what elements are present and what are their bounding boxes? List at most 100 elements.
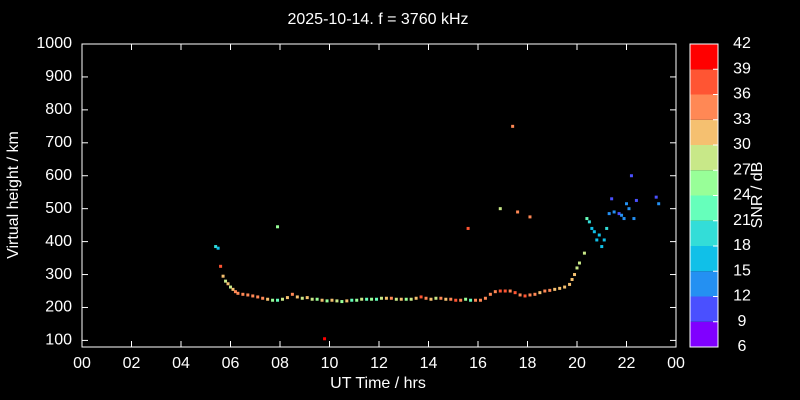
point [575,266,579,270]
point [629,174,633,178]
colorbar-bin [690,271,718,297]
point [295,295,299,299]
colorbar-bin [690,246,718,272]
point [404,297,408,301]
point [409,297,413,301]
point [355,298,359,302]
point [216,246,220,250]
point [335,299,339,303]
point [464,297,468,301]
y-tick-label: 500 [45,200,72,217]
point [424,296,428,300]
point [612,210,616,214]
point [518,293,522,297]
point [251,294,255,298]
point [214,245,218,249]
point [241,292,245,296]
point [414,296,418,300]
point [389,296,393,300]
point [375,297,379,301]
x-tick-label: 18 [519,355,537,372]
point [488,292,492,296]
colorbar-bin [690,220,718,246]
x-tick-label: 00 [73,355,91,372]
point [276,225,280,229]
colorbar-bin [690,94,718,120]
point [439,296,443,300]
point [429,297,433,301]
colorbar-tick-label: 33 [733,111,751,128]
colorbar-tick-label: 27 [733,161,751,178]
colorbar-bin [690,296,718,322]
colorbar-tick-label: 12 [733,288,751,305]
point [610,197,614,201]
x-tick-label: 04 [172,355,190,372]
point [582,251,586,255]
point [553,287,557,291]
point [454,298,458,302]
point [600,245,604,249]
point [300,296,304,300]
point [508,289,512,293]
x-tick-label: 14 [420,355,438,372]
point [231,287,235,291]
point [654,195,658,199]
point [478,298,482,302]
point [548,288,552,292]
point [221,274,225,278]
point [226,282,230,286]
x-tick-label: 02 [123,355,141,372]
colorbar-tick-label: 18 [733,237,751,254]
x-tick-label: 12 [370,355,388,372]
point [434,296,438,300]
point [493,290,497,294]
x-tick-label: 00 [667,355,685,372]
colorbar-bin [690,195,718,221]
colorbar-tick-label: 9 [738,313,747,330]
point [280,297,284,301]
x-axis-label: UT Time / hrs [330,375,426,392]
point [340,300,344,304]
chart-title: 2025-10-14. f = 3760 kHz [287,11,468,28]
colorbar-bin [690,170,718,196]
point [587,220,591,224]
point [466,226,470,230]
colorbar-tick-label: 39 [733,60,751,77]
y-tick-label: 700 [45,134,72,151]
point [219,264,223,268]
point [558,286,562,290]
point [323,337,327,341]
colorbar-label: SNR / dB [749,162,766,229]
x-tick-label: 06 [222,355,240,372]
x-tick-label: 08 [271,355,289,372]
x-tick-label: 22 [618,355,636,372]
point [271,298,275,302]
point [627,207,631,211]
point [563,285,567,289]
point [622,217,626,221]
point [419,295,423,299]
point [617,212,621,216]
point [285,296,289,300]
point [276,298,280,302]
colorbar-bin [690,119,718,145]
point [573,273,577,277]
x-tick-label: 16 [469,355,487,372]
x-tick-label: 10 [321,355,339,372]
colorbar-bin [690,145,718,171]
colorbar-tick-label: 36 [733,86,751,103]
y-tick-label: 300 [45,266,72,283]
point [261,296,265,300]
point [229,285,232,289]
point [345,299,349,303]
point [511,124,515,128]
colorbar-tick-label: 6 [738,338,747,355]
point [256,295,260,299]
point [290,292,294,296]
point [384,296,388,300]
point [459,298,463,302]
point [533,292,537,296]
x-tick-label: 20 [568,355,586,372]
point [568,282,572,286]
